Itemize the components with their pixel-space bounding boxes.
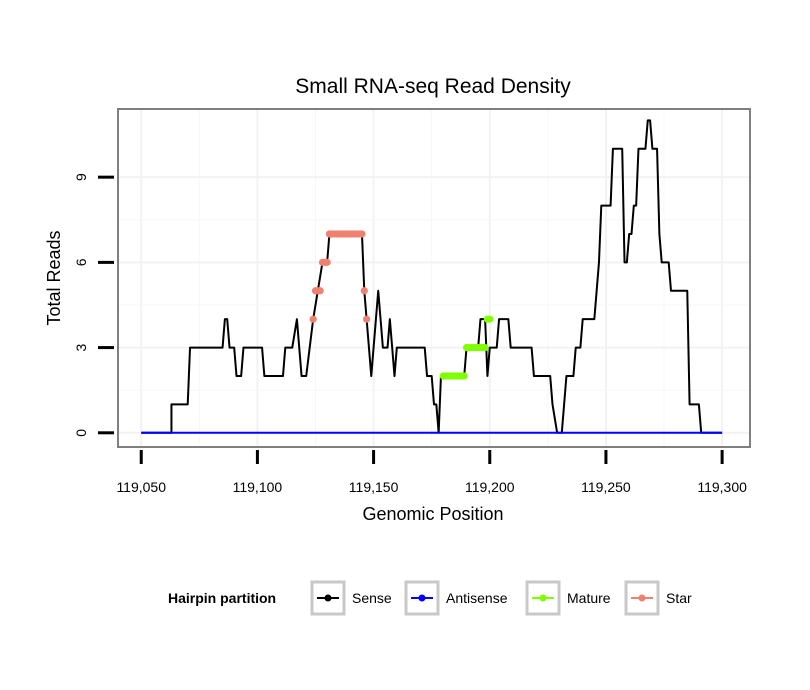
x-tick-label: 119,150 <box>349 479 399 495</box>
mature-point <box>486 315 494 323</box>
legend-label-star: Star <box>666 590 692 606</box>
y-axis: 0 3 6 9 <box>73 173 114 437</box>
series-lines <box>141 119 723 434</box>
y-tick-label: 6 <box>73 258 89 266</box>
y-axis-title: Total Reads <box>44 230 64 325</box>
star-point <box>316 287 324 295</box>
mature-point <box>481 343 489 352</box>
star-point <box>363 315 371 323</box>
legend-title: Hairpin partition <box>168 590 276 606</box>
legend-label-sense: Sense <box>352 590 392 606</box>
mature-point <box>460 372 468 380</box>
star-point <box>309 315 317 323</box>
x-tick-label: 119,050 <box>116 479 166 495</box>
legend-dot-antisense <box>418 594 426 602</box>
x-tick-label: 119,200 <box>465 479 515 495</box>
legend-dot-mature <box>539 594 547 602</box>
star-point <box>323 258 331 266</box>
legend-dot-sense <box>324 594 332 602</box>
star-point <box>360 287 368 295</box>
sense-line <box>141 119 723 434</box>
legend: Hairpin partition Sense Antisense Mature St… <box>168 580 692 616</box>
legend-label-antisense: Antisense <box>446 590 508 606</box>
x-tick-label: 119,250 <box>581 479 631 495</box>
chart-title: Small RNA-seq Read Density <box>295 75 571 98</box>
x-tick-label: 119,100 <box>233 479 283 495</box>
y-tick-label: 9 <box>73 173 89 181</box>
grid-lines <box>118 109 750 447</box>
y-tick-label: 3 <box>73 343 89 351</box>
series-markers <box>309 230 494 380</box>
x-axis-title: Genomic Position <box>362 504 503 524</box>
legend-dot-star <box>638 594 646 602</box>
star-point <box>358 230 366 238</box>
legend-label-mature: Mature <box>567 590 611 606</box>
x-tick-label: 119,300 <box>697 479 747 495</box>
y-tick-label: 0 <box>73 429 89 437</box>
x-axis: 119,050 119,100 119,150 119,200 119,250 119,3… <box>116 450 747 495</box>
plot-border <box>117 108 751 448</box>
